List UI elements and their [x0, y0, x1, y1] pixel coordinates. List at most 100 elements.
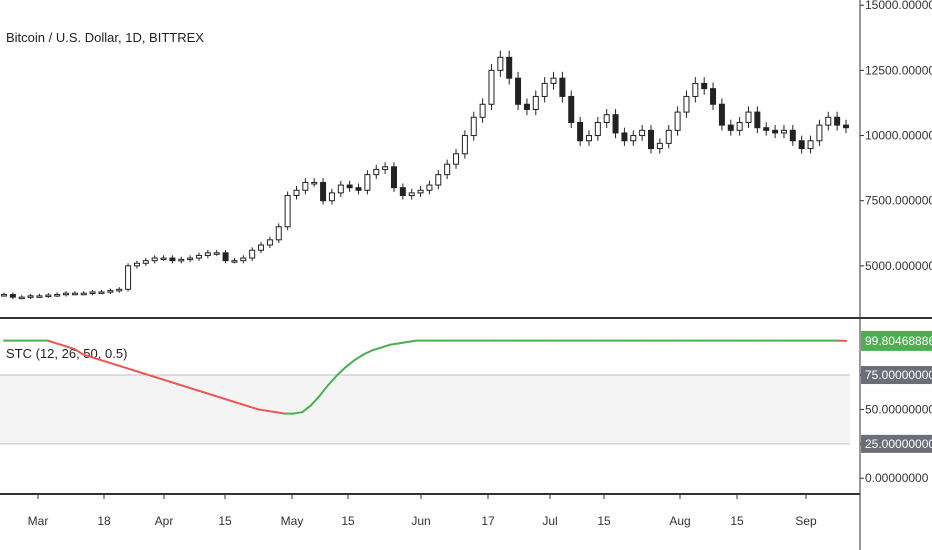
stc-segment: [187, 386, 198, 392]
candle: [585, 130, 592, 146]
stc-pane: STC (12, 26, 50, 0.5) 75.00000000 50.0000…: [0, 330, 932, 485]
candle: [763, 122, 770, 136]
stc-segment: [318, 383, 330, 397]
candle: [373, 164, 380, 180]
x-tick-label: May: [281, 514, 304, 528]
candle: [559, 71, 566, 103]
candle: [328, 188, 335, 205]
stc-band: [0, 375, 850, 444]
stc-tick-label: 0.00000000: [865, 471, 929, 485]
stc-last-value-label: 99.80468886: [865, 334, 932, 348]
candle: [488, 63, 495, 111]
candle: [523, 98, 530, 116]
stc-line: [3, 339, 847, 415]
candles: [1, 50, 849, 300]
stc-segment: [406, 339, 418, 344]
candle: [266, 236, 273, 249]
stc-segment: [46, 339, 58, 345]
stc-segment: [327, 374, 339, 386]
stc-segment: [388, 342, 400, 346]
candle: [692, 77, 699, 103]
candle: [364, 170, 371, 195]
candle: [843, 119, 849, 134]
candle: [479, 98, 486, 123]
stc-segment: [336, 365, 348, 377]
x-tick-label: 15: [218, 514, 232, 528]
candle: [275, 223, 282, 243]
price-tick-label: 12500.00000000: [865, 63, 932, 77]
stc-tick-label: 50.00000000: [865, 402, 932, 416]
x-tick-label: Jul: [542, 514, 557, 528]
candle: [142, 257, 149, 266]
candle: [9, 292, 16, 300]
candle: [772, 125, 779, 139]
candle: [1, 292, 7, 297]
candle: [798, 135, 805, 154]
candle: [834, 111, 841, 131]
candle: [116, 287, 123, 293]
stc-segment: [248, 405, 260, 411]
candle: [683, 90, 690, 118]
candle: [417, 186, 424, 197]
candle: [337, 180, 344, 197]
candle: [701, 77, 708, 95]
candle: [612, 109, 619, 139]
stc-segment: [257, 408, 269, 412]
x-tick-label: 17: [481, 514, 495, 528]
candle: [426, 180, 433, 195]
stc-level-badge: [861, 366, 932, 385]
candle: [258, 241, 265, 254]
stc-segment: [371, 346, 383, 352]
candle: [789, 125, 796, 146]
stc-segment: [266, 409, 277, 414]
candle: [382, 162, 389, 174]
stc-tick-label: 25.00000000: [865, 437, 932, 451]
stc-segment: [143, 372, 155, 378]
stc-segment: [301, 404, 312, 414]
candle: [54, 292, 61, 298]
stc-segment: [169, 380, 181, 386]
stc-level-badge: [861, 434, 932, 453]
candle: [710, 82, 717, 111]
stc-segment: [222, 397, 234, 403]
stc-segment: [125, 367, 137, 372]
stc-segment: [213, 394, 225, 400]
candle: [718, 98, 725, 131]
candle: [89, 289, 96, 296]
candle: [222, 249, 229, 264]
stc-segment: [204, 391, 216, 397]
candle: [594, 117, 601, 141]
x-tick-label: 15: [341, 514, 355, 528]
candle: [302, 178, 309, 195]
candle: [497, 50, 504, 77]
candle: [825, 111, 832, 131]
price-tick-label: 15000.00000000: [865, 0, 932, 12]
candle: [204, 249, 211, 259]
candle: [444, 159, 451, 180]
stc-segment: [108, 361, 120, 367]
candle: [240, 255, 247, 264]
candle: [311, 178, 318, 187]
candle: [515, 71, 522, 111]
candle: [346, 180, 353, 192]
stc-segment: [195, 389, 207, 394]
stc-segment: [397, 341, 409, 345]
stc-segment: [309, 394, 321, 407]
candle: [550, 71, 557, 90]
candle: [293, 186, 300, 200]
candle: [71, 291, 78, 296]
candle: [355, 183, 362, 195]
stc-axis: 75.00000000 50.00000000 25.00000000 0.00000…: [860, 330, 932, 485]
stc-segment: [73, 347, 84, 356]
stc-segment: [345, 358, 356, 368]
stc-segment: [99, 358, 111, 364]
stc-title: STC (12, 26, 50, 0.5): [6, 346, 127, 361]
stc-segment: [274, 411, 286, 415]
candle: [648, 125, 655, 154]
candle: [231, 257, 238, 264]
candle: [630, 130, 637, 146]
candle: [63, 291, 70, 297]
candle: [453, 148, 460, 169]
stc-last-value-badge: [861, 330, 932, 351]
